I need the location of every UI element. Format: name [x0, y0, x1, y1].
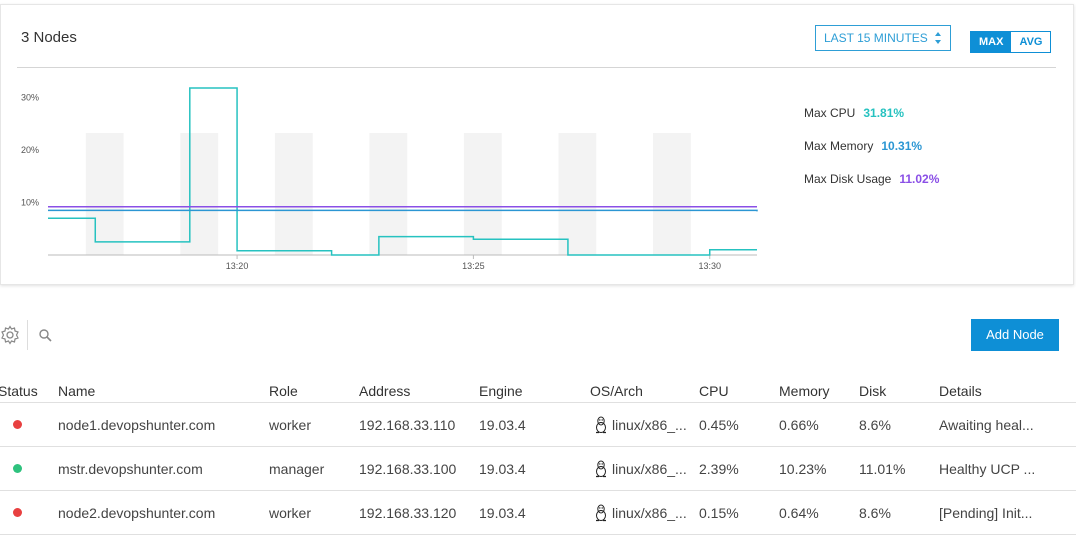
nodes-summary-card: 3 Nodes LAST 15 MINUTES MAX AVG 30% 20% 10…	[0, 4, 1074, 285]
header-divider	[17, 67, 1056, 68]
column-header-address[interactable]: Address	[359, 383, 411, 399]
toolbar-separator	[27, 320, 28, 350]
panel-title: 3 Nodes	[21, 29, 77, 46]
status-dot	[13, 420, 22, 429]
cell-engine: 19.03.4	[479, 461, 526, 477]
cell-engine: 19.03.4	[479, 505, 526, 521]
settings-gear-icon[interactable]	[0, 325, 20, 345]
chart-band	[85, 133, 124, 255]
cell-os: linux/x86_...	[612, 505, 687, 521]
cell-disk: 8.6%	[859, 417, 891, 433]
column-header-status[interactable]: Status	[0, 383, 38, 399]
column-header-disk[interactable]: Disk	[859, 383, 887, 399]
cell-cpu: 2.39%	[699, 461, 739, 477]
legend-item: Max Memory 10.31%	[804, 139, 922, 153]
status-dot	[13, 508, 22, 517]
cell-role: worker	[269, 417, 312, 433]
cell-cpu: 0.45%	[699, 417, 739, 433]
legend-label: Max Memory	[804, 139, 874, 153]
max-toggle-button[interactable]: MAX	[971, 32, 1012, 52]
cell-role: worker	[269, 505, 312, 521]
legend-value: 10.31%	[881, 139, 923, 153]
cell-address: 192.168.33.110	[359, 417, 456, 433]
cell-disk: 8.6%	[859, 505, 891, 521]
cell-details: Awaiting heal...	[939, 417, 1034, 433]
cell-cpu: 0.15%	[699, 505, 739, 521]
chart-bands	[85, 133, 691, 255]
row-divider	[0, 490, 1076, 491]
column-header-os-arch[interactable]: OS/Arch	[590, 383, 643, 399]
cell-address: 192.168.33.120	[359, 505, 457, 521]
x-tick-label: 13:30	[698, 261, 721, 271]
y-tick-label: 20%	[21, 145, 39, 155]
y-tick-label: 10%	[21, 198, 39, 208]
cell-address: 192.168.33.100	[359, 461, 457, 477]
chart-band	[463, 133, 502, 255]
cell-memory: 0.66%	[779, 417, 819, 433]
x-tick-label: 13:25	[462, 261, 485, 271]
linux-tux-icon	[596, 460, 606, 478]
column-header-cpu[interactable]: CPU	[699, 383, 729, 399]
cell-engine: 19.03.4	[479, 417, 526, 433]
status-dot	[13, 464, 22, 473]
column-header-memory[interactable]: Memory	[779, 383, 830, 399]
cell-name: mstr.devopshunter.com	[58, 461, 203, 477]
row-divider	[0, 402, 1076, 403]
cell-disk: 11.01%	[859, 461, 906, 477]
x-tick-label: 13:20	[226, 261, 249, 271]
column-header-name[interactable]: Name	[58, 383, 96, 399]
legend-value: 31.81%	[863, 106, 905, 120]
cell-os: linux/x86_...	[612, 417, 687, 433]
cell-name: node1.devopshunter.com	[58, 417, 216, 433]
chart-band	[274, 133, 313, 255]
chart-band	[180, 133, 219, 255]
time-range-select[interactable]: LAST 15 MINUTES	[815, 25, 951, 51]
search-icon[interactable]	[38, 328, 53, 343]
row-divider	[0, 446, 1076, 447]
cell-name: node2.devopshunter.com	[58, 505, 216, 521]
legend-label: Max CPU	[804, 106, 856, 120]
x-axis: 13:20 13:25 13:30	[48, 254, 757, 271]
cell-role: manager	[269, 461, 325, 477]
chart-band	[369, 133, 408, 255]
y-tick-label: 30%	[21, 93, 39, 103]
column-header-engine[interactable]: Engine	[479, 383, 523, 399]
column-header-details[interactable]: Details	[939, 383, 982, 399]
add-node-button[interactable]: Add Node	[971, 319, 1059, 351]
sort-arrows-icon	[935, 32, 941, 44]
series-line-cpu	[48, 87, 757, 256]
column-header-role[interactable]: Role	[269, 383, 298, 399]
linux-tux-icon	[596, 504, 606, 522]
max-avg-toggle: MAX AVG	[970, 31, 1052, 53]
cell-details: [Pending] Init...	[939, 505, 1033, 521]
cell-memory: 0.64%	[779, 505, 819, 521]
time-range-label: LAST 15 MINUTES	[824, 31, 928, 45]
linux-tux-icon	[596, 416, 606, 434]
cell-details: Healthy UCP ...	[939, 461, 1036, 477]
chart-band	[653, 133, 691, 255]
legend-item: Max Disk Usage 11.02%	[804, 172, 939, 186]
row-divider	[0, 534, 1076, 535]
legend-item: Max CPU 31.81%	[804, 106, 904, 120]
avg-toggle-button[interactable]: AVG	[1011, 32, 1051, 52]
cell-memory: 10.23%	[779, 461, 827, 477]
y-axis: 30% 20% 10%	[21, 93, 39, 208]
chart-series	[48, 87, 758, 256]
legend-label: Max Disk Usage	[804, 172, 892, 186]
chart-band	[558, 133, 597, 255]
cell-os: linux/x86_...	[612, 461, 687, 477]
legend-value: 11.02%	[899, 172, 940, 186]
usage-chart: 30% 20% 10% 13:20 13:25 13:30	[21, 87, 758, 271]
series-line-memory	[48, 209, 758, 212]
